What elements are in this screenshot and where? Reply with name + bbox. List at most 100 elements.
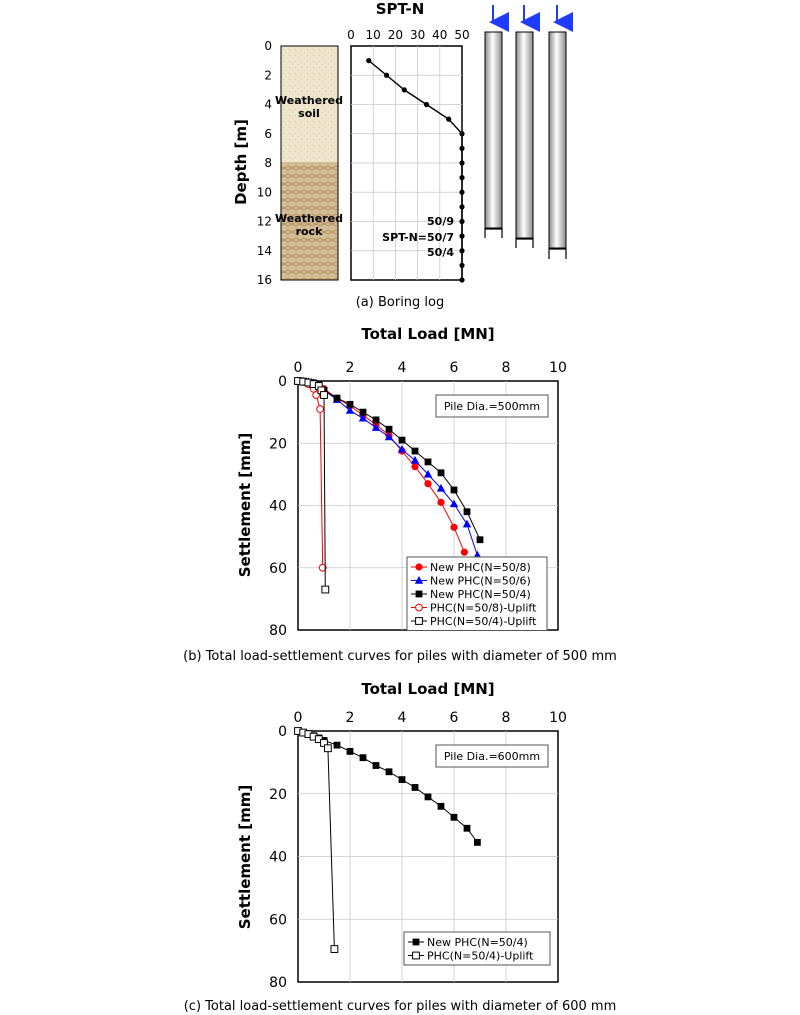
- caption-c: (c) Total load-settlement curves for pil…: [184, 999, 617, 1014]
- pile-2: [515, 5, 540, 248]
- data-point: [415, 603, 423, 612]
- legend-label: New PHC(N=50/4): [427, 936, 528, 949]
- data-point: [415, 563, 423, 571]
- pile-1: [484, 5, 509, 238]
- x-tick-label: 2: [346, 710, 355, 726]
- data-point: [333, 741, 341, 749]
- caption-b: (b) Total load-settlement curves for pil…: [183, 649, 617, 664]
- data-point: [437, 469, 445, 477]
- layer-label-line: Weathered: [275, 94, 343, 107]
- spt-point: [459, 218, 465, 225]
- spt-line: [368, 60, 463, 280]
- legend-box: [406, 556, 548, 631]
- data-point: [412, 938, 420, 946]
- spt-point: [459, 204, 465, 210]
- chart-c-title: Total Load [MN]: [361, 680, 494, 698]
- chart-b-y-label: Settlement [mm]: [236, 433, 254, 577]
- annotation-spt-n: SPT-N=50/7: [382, 231, 454, 244]
- data-point: [384, 432, 394, 441]
- data-point: [359, 754, 367, 762]
- data-point: [316, 405, 325, 413]
- data-point: [463, 508, 471, 516]
- data-point: [320, 391, 328, 399]
- data-point: [333, 394, 341, 402]
- x-tick-label: 6: [450, 710, 459, 726]
- caption-a: (a) Boring log: [356, 295, 445, 310]
- depth-tick-label: 10: [257, 185, 272, 199]
- legend-box: [403, 931, 551, 966]
- data-point: [398, 776, 406, 784]
- data-point: [346, 400, 354, 408]
- spt-tick-label: 0: [347, 28, 355, 42]
- spt-point: [459, 233, 465, 239]
- x-tick-label: 4: [398, 360, 407, 376]
- data-point: [476, 536, 484, 544]
- layer-label-line: Weathered: [275, 212, 343, 225]
- layer-label-line: rock: [296, 225, 324, 238]
- x-tick-label: 2: [346, 360, 355, 376]
- data-point: [412, 951, 420, 960]
- data-point: [423, 469, 433, 478]
- data-point: [415, 617, 423, 625]
- weathered-soil-layer: [281, 46, 338, 162]
- legend-label: New PHC(N=50/6): [430, 575, 531, 588]
- weathered-soil-label: Weathered soil: [275, 94, 343, 120]
- weathered-rock-label: Weathered rock: [275, 212, 343, 238]
- data-point: [424, 793, 432, 801]
- spt-curve: [366, 58, 465, 283]
- spt-point: [459, 131, 465, 137]
- legend-label: PHC(N=50/4)-Uplift: [427, 950, 534, 963]
- data-point: [345, 406, 355, 414]
- spt-point: [401, 87, 407, 93]
- data-point: [411, 447, 419, 455]
- annotation-50-9: 50/9: [427, 215, 454, 228]
- data-point: [330, 945, 339, 953]
- x-tick-label: 0: [294, 710, 303, 726]
- spt-point: [366, 58, 372, 64]
- chart-c-legend: New PHC(N=50/4)PHC(N=50/4)-Uplift: [403, 931, 551, 966]
- data-point: [424, 480, 432, 488]
- y-tick-label: 80: [269, 975, 287, 991]
- y-tick-label: 20: [269, 787, 287, 803]
- depth-tick-label: 2: [264, 68, 272, 82]
- data-point: [371, 423, 381, 431]
- depth-tick-label: 16: [257, 273, 272, 287]
- chart-b-series: [293, 376, 484, 594]
- chart-b-legend: New PHC(N=50/8)New PHC(N=50/6)New PHC(N=…: [406, 556, 548, 631]
- y-tick-label: 60: [269, 561, 287, 577]
- data-point: [424, 458, 432, 466]
- chart-b-info-box: Pile Dia.=500mm: [435, 394, 549, 418]
- depth-tick-label: 12: [257, 215, 272, 229]
- data-point: [474, 838, 481, 846]
- data-point: [385, 768, 393, 776]
- spt-tick-label: 40: [432, 28, 447, 42]
- depth-axis-label: Depth [m]: [232, 119, 250, 205]
- data-point: [411, 462, 419, 471]
- data-point: [321, 585, 330, 594]
- data-point: [437, 802, 445, 810]
- data-point: [324, 744, 332, 753]
- legend-label: PHC(N=50/4)-Uplift: [430, 615, 537, 628]
- chart-b-ticks: 0 2 4 6 8 10 0 20 40 60 80: [269, 360, 567, 639]
- legend-label: New PHC(N=50/8): [430, 561, 531, 574]
- data-point: [449, 499, 459, 508]
- pile-3: [548, 5, 573, 259]
- spt-point: [459, 175, 465, 181]
- depth-tick-label: 4: [264, 98, 272, 112]
- boring-log: SPT-N 0 10 20 30 40 50 0 2 4 6 8 10 12 14 16 Depth [m…: [232, 0, 573, 310]
- spt-title: SPT-N: [376, 0, 425, 18]
- chart-c-box-text: Pile Dia.=600mm: [444, 750, 540, 763]
- data-point: [450, 523, 458, 531]
- y-tick-label: 40: [269, 499, 287, 515]
- data-point: [411, 784, 419, 791]
- data-point: [398, 436, 406, 444]
- spt-grid: [351, 46, 462, 280]
- data-point: [397, 444, 407, 453]
- chart-c-info-box: Pile Dia.=600mm: [435, 744, 549, 768]
- spt-point: [459, 248, 465, 254]
- depth-tick-label: 8: [264, 156, 272, 170]
- x-tick-label: 0: [294, 360, 303, 376]
- depth-ticks: 0 2 4 6 8 10 12 14 16: [257, 39, 272, 287]
- chart-b-title: Total Load [MN]: [361, 325, 494, 343]
